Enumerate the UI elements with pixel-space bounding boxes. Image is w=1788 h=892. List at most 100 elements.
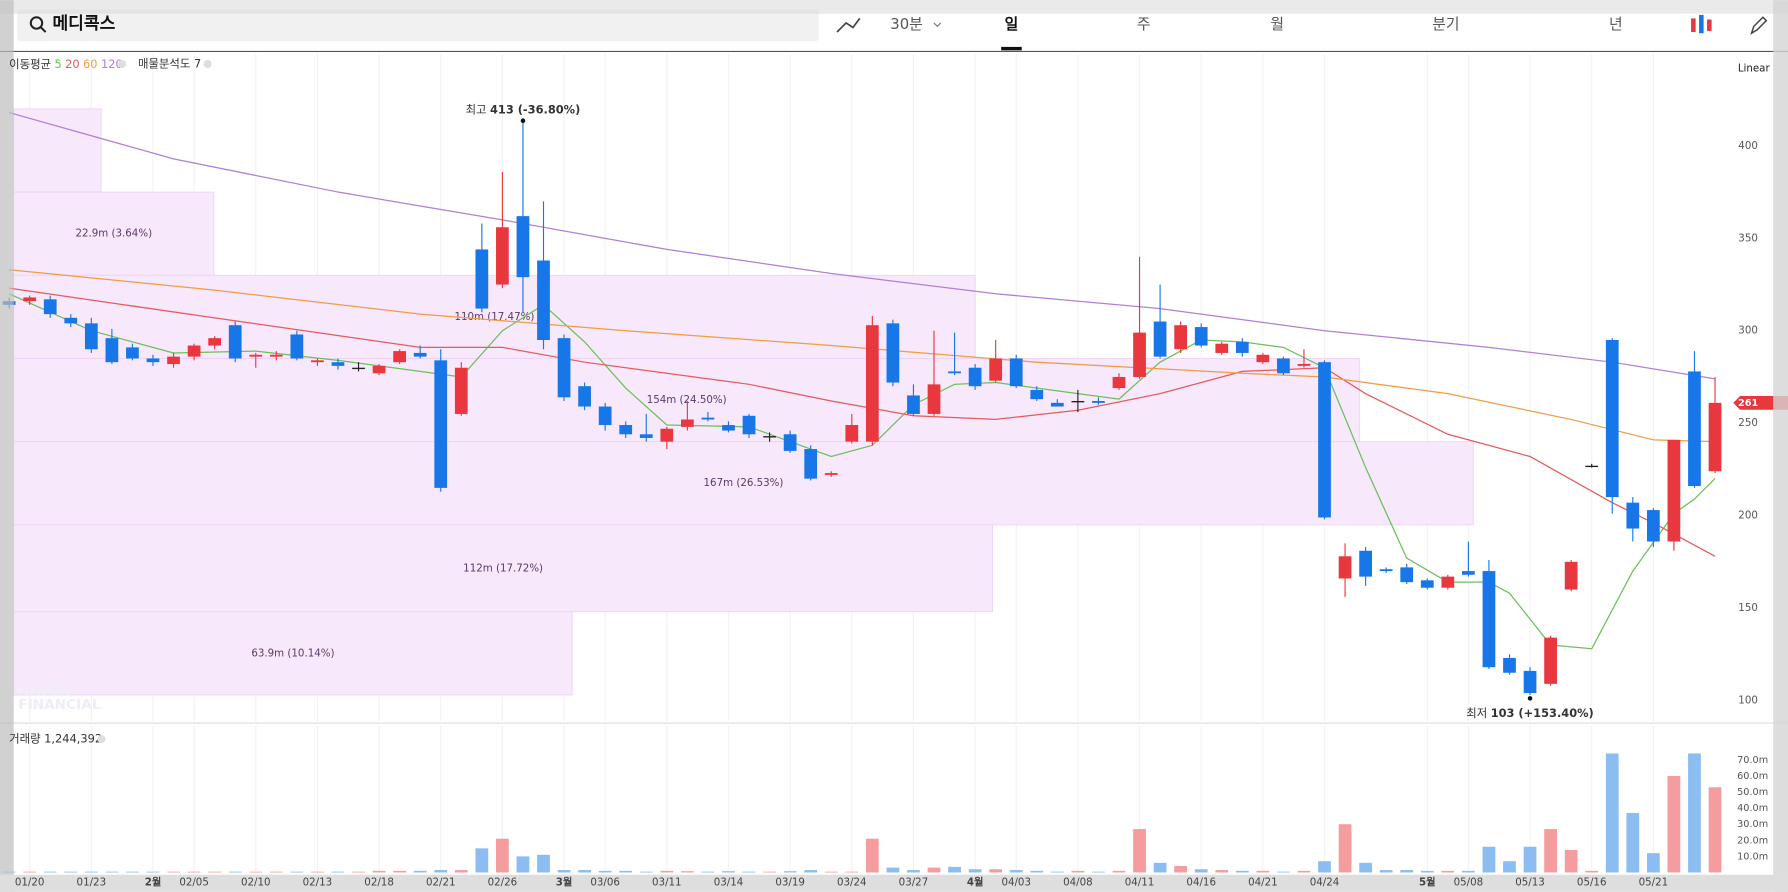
frame	[0, 0, 14, 892]
scale-mode[interactable]: Linear	[1738, 63, 1771, 75]
volume-bar	[557, 870, 571, 873]
candle-body	[1482, 571, 1496, 668]
candle-body	[64, 317, 78, 324]
candle-body	[804, 449, 818, 479]
chart-type-icon[interactable]	[1699, 14, 1704, 34]
candle-body	[1133, 332, 1146, 377]
tab[interactable]: 일	[1005, 16, 1019, 33]
candle-body	[187, 345, 201, 357]
candle-body	[496, 227, 509, 285]
candle-body	[742, 415, 756, 435]
volume-bar	[1441, 870, 1455, 873]
chart-type-icon[interactable]	[1691, 18, 1696, 33]
search-text[interactable]: 메디콕스	[52, 14, 115, 34]
candle-body	[1256, 354, 1270, 363]
candle-body	[557, 338, 571, 398]
volume-bar	[722, 871, 735, 873]
volume-bar	[1174, 866, 1188, 873]
volume-bar	[249, 871, 263, 873]
volume-bar	[639, 871, 653, 873]
candle-body	[927, 384, 941, 414]
volume-bar	[311, 871, 324, 873]
volume-bar	[865, 838, 879, 873]
candle-body	[1174, 325, 1188, 350]
candle-body	[598, 406, 612, 426]
x-tick-label: 04/24	[1310, 877, 1340, 889]
volume-bar	[1297, 870, 1311, 873]
tab[interactable]: 분기	[1432, 16, 1459, 33]
volume-legend: 거래량 1,244,392	[9, 732, 102, 746]
tab[interactable]: 월	[1270, 16, 1284, 33]
x-tick-label: 04/08	[1063, 877, 1093, 889]
volume-bar	[475, 848, 489, 873]
x-tick-label: 03/06	[590, 877, 620, 889]
candle-body	[434, 360, 448, 488]
candle-body	[639, 434, 653, 438]
volume-bar	[269, 871, 283, 873]
candle-body	[331, 362, 345, 366]
x-tick-label: 04/21	[1248, 877, 1278, 889]
candle-body	[1605, 339, 1619, 498]
volume-bar	[105, 871, 119, 873]
profile-band	[13, 524, 994, 613]
tab[interactable]: 주	[1137, 16, 1151, 33]
pencil-icon[interactable]	[1750, 16, 1768, 35]
candle-body	[865, 325, 879, 442]
low-annotation-value: 103 (+153.40%)	[1491, 706, 1594, 720]
volume-bar	[372, 870, 386, 873]
volume-bar	[1318, 861, 1331, 873]
x-tick-label: 05/13	[1515, 877, 1545, 889]
volume-tick-label: 30.0m	[1737, 819, 1768, 830]
candle-body	[516, 216, 530, 278]
chart-type-icon[interactable]	[1707, 19, 1712, 31]
candle-body	[413, 352, 427, 357]
candle-body	[907, 395, 920, 414]
volume-bar	[598, 870, 612, 873]
candle-body	[1030, 389, 1044, 400]
volume-bar	[1050, 871, 1064, 873]
search-box[interactable]	[17, 9, 819, 42]
candle-body	[1544, 637, 1557, 684]
x-tick-label: 04/11	[1125, 877, 1155, 889]
x-tick-label: 04/03	[1001, 877, 1031, 889]
x-tick-label: 03/14	[714, 877, 744, 889]
candle-body	[989, 358, 1003, 381]
ma-legend-item: 5	[54, 56, 61, 70]
x-tick-label: 01/23	[77, 877, 107, 889]
candle-body	[763, 436, 776, 438]
volume-bar	[1277, 871, 1290, 873]
high-marker	[520, 118, 526, 123]
volume-bar	[167, 871, 180, 873]
volume-bar	[886, 867, 900, 873]
candle-body	[1564, 561, 1578, 590]
volume-bar	[352, 871, 365, 873]
candle-body	[84, 323, 98, 350]
y-tick-label: 350	[1738, 232, 1758, 244]
active-tab-underline	[1001, 46, 1022, 51]
x-tick-label: 5월	[1419, 876, 1436, 889]
volume-bar	[742, 871, 756, 873]
volume-bar	[126, 871, 139, 873]
candle-body	[1297, 364, 1311, 366]
candle-body	[1153, 321, 1167, 357]
candle-body	[167, 356, 180, 365]
high-annotation-label: 최고	[466, 102, 487, 116]
close-button[interactable]	[118, 60, 127, 68]
search-icon	[29, 16, 44, 30]
profile-label: 112m (17.72%)	[463, 562, 543, 574]
tab[interactable]: 30분	[890, 16, 922, 33]
volume-bar	[680, 871, 694, 873]
close-button[interactable]	[97, 735, 106, 744]
volume-bar	[1071, 870, 1085, 873]
candle-body	[43, 299, 57, 315]
volume-bar	[1605, 753, 1619, 873]
volume-bar	[1215, 870, 1229, 873]
volume-bar	[64, 871, 78, 873]
drawing-tool-icon[interactable]	[836, 17, 861, 33]
candle-body	[311, 360, 324, 363]
tab[interactable]: 년	[1609, 16, 1623, 33]
candle-body	[208, 338, 222, 346]
close-button[interactable]	[203, 60, 212, 68]
y-tick-label: 300	[1738, 325, 1758, 337]
